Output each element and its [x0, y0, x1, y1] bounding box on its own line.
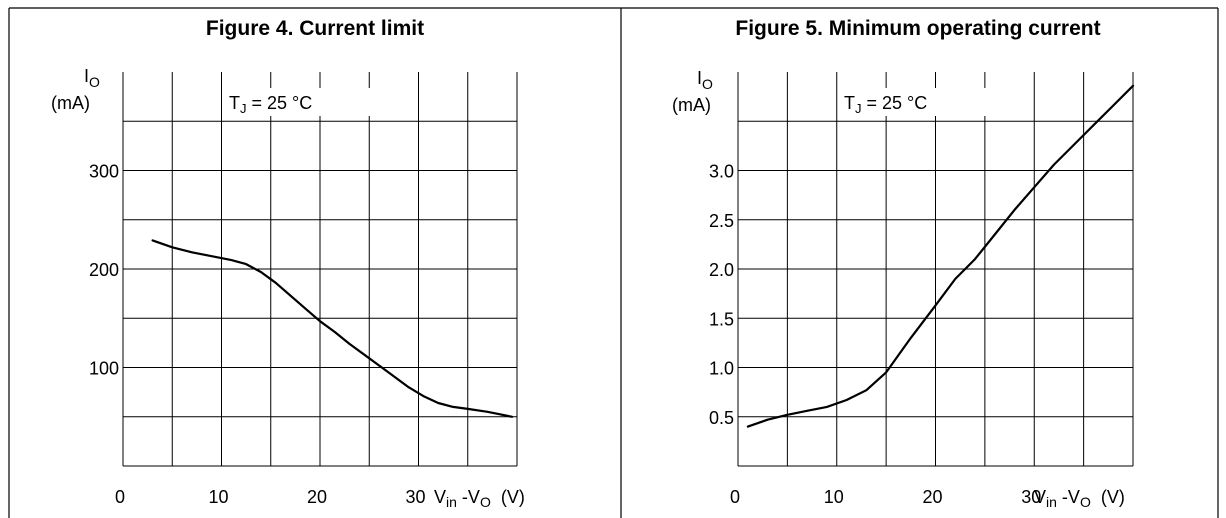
y-axis-label: IO [697, 68, 713, 92]
y-tick-label: 300 [89, 162, 119, 182]
y-tick-label: 2.5 [709, 211, 734, 231]
x-axis-label: Vin -VO (V) [1034, 487, 1125, 510]
x-tick-label: 20 [922, 487, 942, 507]
y-tick-label: 1.0 [709, 359, 734, 379]
plot-grid [737, 72, 1134, 467]
x-tick-label: 20 [307, 487, 327, 507]
y-tick-label: 200 [89, 260, 119, 280]
x-tick-label: 10 [824, 487, 844, 507]
current-limit-chart: Figure 4. Current limit 0 10 20 30 100 200 300… [51, 17, 525, 510]
y-tick-label: 3.0 [709, 162, 734, 182]
frame [8, 7, 1219, 518]
annotation-background [844, 88, 987, 116]
tick-labels: 0 10 20 30 0.5 1.0 1.5 2.0 2.5 3.0 [709, 162, 1041, 508]
series-group [746, 84, 1135, 428]
x-tick-label: 0 [115, 487, 125, 507]
x-tick-label: 30 [1021, 487, 1041, 507]
annotation-background [229, 88, 372, 116]
y-tick-label: 100 [89, 359, 119, 379]
x-axis-label: Vin -VO (V) [434, 487, 525, 510]
minimum-operating-current-chart: Figure 5. Minimum operating current 0 10 2… [672, 17, 1135, 510]
y-axis-label: IO [84, 66, 100, 90]
y-axis-unit: (mA) [672, 95, 711, 115]
y-tick-label: 0.5 [709, 408, 734, 428]
y-axis-unit: (mA) [51, 93, 90, 113]
temperature-annotation: TJ = 25 °C [229, 93, 312, 116]
chart-title: Figure 5. Minimum operating current [735, 17, 1100, 40]
tick-labels: 0 10 20 30 100 200 300 [89, 162, 426, 508]
y-tick-label: 2.0 [709, 260, 734, 280]
x-tick-label: 0 [730, 487, 740, 507]
series-group [151, 239, 514, 418]
y-tick-label: 1.5 [709, 309, 734, 329]
chart-title: Figure 4. Current limit [206, 17, 424, 40]
series-line [746, 84, 1135, 428]
series-line [151, 239, 514, 418]
plot-grid [122, 72, 518, 467]
temperature-annotation: TJ = 25 °C [844, 93, 927, 116]
x-tick-label: 10 [208, 487, 228, 507]
x-tick-label: 30 [405, 487, 425, 507]
